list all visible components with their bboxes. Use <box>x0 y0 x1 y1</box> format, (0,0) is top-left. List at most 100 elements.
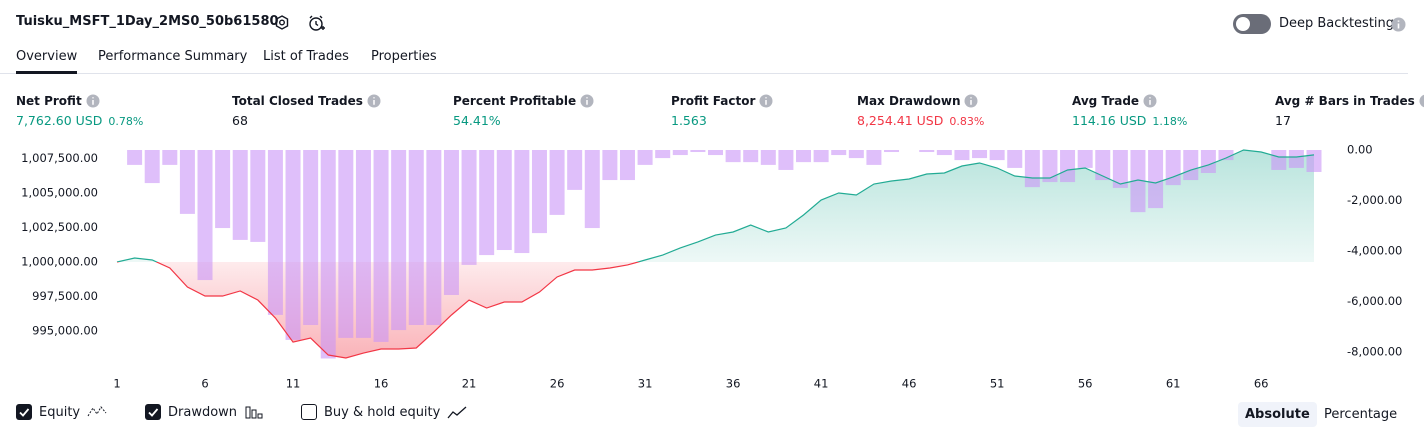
x-tick-label: 1 <box>113 377 120 391</box>
x-tick-label: 16 <box>374 377 389 391</box>
drawdown-bar <box>1200 150 1216 173</box>
drawdown-bar <box>461 150 477 265</box>
x-tick-label: 51 <box>990 377 1005 391</box>
stat-label-text: Max Drawdown <box>857 94 961 108</box>
stat-value: 1.563 <box>671 113 707 128</box>
legend-checkbox[interactable] <box>301 404 317 420</box>
x-tick-label: 6 <box>201 377 208 391</box>
info-icon[interactable] <box>759 94 773 108</box>
stat-label: Percent Profitable <box>453 94 594 108</box>
legend-checkbox[interactable] <box>145 404 161 420</box>
drawdown-bar <box>690 150 706 153</box>
info-icon[interactable] <box>580 94 594 108</box>
info-icon[interactable] <box>1143 94 1157 108</box>
equity-line <box>116 149 1315 359</box>
info-icon[interactable] <box>86 94 100 108</box>
legend-icon <box>87 406 107 417</box>
drawdown-bar <box>1271 150 1287 170</box>
y-tick-label: 1,007,500.00 <box>21 151 98 165</box>
y2-tick-label: -4,000.00 <box>1347 244 1402 258</box>
drawdown-bar <box>989 150 1005 161</box>
x-tick-label: 26 <box>550 377 565 391</box>
drawdown-bar <box>884 150 900 153</box>
drawdown-bar <box>197 150 213 281</box>
stat-value-text: 114.16 USD <box>1072 113 1147 128</box>
drawdown-bar <box>655 150 671 159</box>
x-tick-label: 46 <box>902 377 917 391</box>
legend-checkbox[interactable] <box>16 404 32 420</box>
stat-label-text: Total Closed Trades <box>232 94 363 108</box>
y-tick-label: 1,000,000.00 <box>21 255 98 269</box>
x-tick-label: 21 <box>462 377 477 391</box>
stat-label-text: Percent Profitable <box>453 94 577 108</box>
stat-value: 114.16 USD 1.18% <box>1072 113 1187 128</box>
info-icon[interactable] <box>1419 94 1424 108</box>
stat-label: Net Profit <box>16 94 100 108</box>
drawdown-bar <box>743 150 759 163</box>
y2-tick-label: -6,000.00 <box>1347 294 1402 308</box>
alert-icon[interactable] <box>306 13 326 33</box>
drawdown-bar <box>567 150 583 190</box>
drawdown-bar <box>778 150 794 170</box>
drawdown-bar <box>1130 150 1146 213</box>
info-icon[interactable] <box>1391 17 1406 32</box>
drawdown-bar <box>1218 150 1234 161</box>
drawdown-bar <box>831 150 847 156</box>
y-tick-label: 997,500.00 <box>32 289 98 303</box>
drawdown-bar <box>144 150 160 184</box>
stat-label-text: Net Profit <box>16 94 82 108</box>
stat-label: Avg # Bars in Trades <box>1275 94 1424 108</box>
drawdown-bar <box>672 150 688 156</box>
stat-value: 8,254.41 USD 0.83% <box>857 113 984 128</box>
drawdown-bar <box>1306 150 1322 172</box>
scale-mode-button[interactable]: Percentage <box>1324 407 1398 422</box>
scale-mode-button[interactable]: Absolute <box>1238 402 1317 427</box>
drawdown-bar <box>232 150 248 240</box>
x-tick-label: 56 <box>1078 377 1093 391</box>
drawdown-bar <box>162 150 178 165</box>
drawdown-bar <box>479 150 495 256</box>
legend-label: Drawdown <box>168 404 238 420</box>
drawdown-bar <box>1112 150 1128 188</box>
stat-value-text: 17 <box>1275 113 1291 128</box>
nav-tab[interactable]: Properties <box>371 49 437 64</box>
drawdown-bar <box>1288 150 1304 168</box>
drawdown-bar <box>954 150 970 161</box>
nav-tab[interactable]: Overview <box>16 49 78 74</box>
stat-value-text: 7,762.60 USD <box>16 113 103 128</box>
stat-value-text: 1.563 <box>671 113 707 128</box>
stat-value-text: 68 <box>232 113 248 128</box>
settings-icon[interactable] <box>273 14 291 32</box>
nav-tab[interactable]: List of Trades <box>263 49 349 64</box>
x-tick-label: 41 <box>814 377 829 391</box>
drawdown-bar <box>1042 150 1058 183</box>
drawdown-bar <box>848 150 864 159</box>
drawdown-bar <box>919 150 935 153</box>
deep-backtesting-label: Deep Backtesting <box>1279 16 1395 31</box>
stat-label: Profit Factor <box>671 94 773 108</box>
legend-item: Drawdown <box>145 404 264 420</box>
drawdown-bar <box>285 150 301 340</box>
stat-percent: 0.83% <box>949 115 985 128</box>
drawdown-bar <box>127 150 143 165</box>
info-icon[interactable] <box>964 94 978 108</box>
drawdown-bar <box>320 150 336 359</box>
drawdown-bar <box>391 150 407 331</box>
x-tick-label: 31 <box>638 377 653 391</box>
stat-value: 68 <box>232 113 248 128</box>
drawdown-bar <box>303 150 319 326</box>
drawdown-bar <box>936 150 952 156</box>
x-tick-label: 11 <box>286 377 301 391</box>
legend-icon <box>245 406 263 419</box>
drawdown-bar <box>408 150 424 326</box>
stat-label-text: Avg # Bars in Trades <box>1275 94 1415 108</box>
info-icon[interactable] <box>367 94 381 108</box>
legend-item: Buy & hold equity <box>301 404 467 420</box>
nav-tab[interactable]: Performance Summary <box>98 49 248 64</box>
drawdown-bar <box>179 150 195 214</box>
drawdown-bar <box>1165 150 1181 186</box>
drawdown-bar <box>549 150 565 215</box>
deep-backtesting-toggle[interactable] <box>1233 14 1271 34</box>
drawdown-bar <box>531 150 547 234</box>
